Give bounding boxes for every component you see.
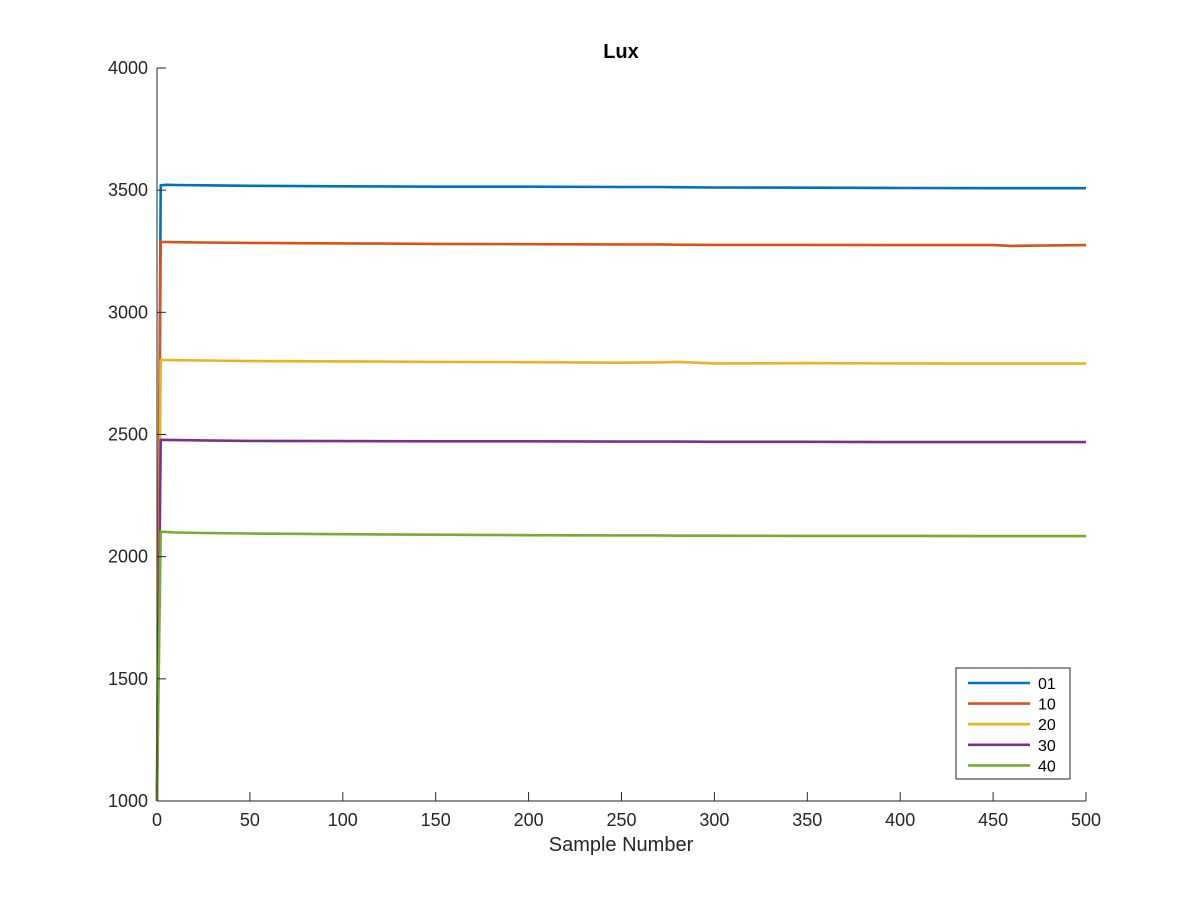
series-line-40	[155, 530, 1086, 802]
series-layer	[155, 183, 1087, 802]
series-line-10	[155, 240, 1087, 802]
legend-label-01: 01	[1038, 676, 1056, 693]
x-tick-label: 150	[421, 810, 451, 830]
legend-label-10: 10	[1038, 697, 1056, 714]
legend: 01 10 20 30 40	[955, 667, 1071, 780]
y-tick-label: 2500	[108, 425, 148, 445]
x-tick-label: 100	[328, 810, 358, 830]
series-line-01	[155, 183, 1086, 802]
y-tick-label: 3500	[108, 180, 148, 200]
legend-label-40: 40	[1038, 758, 1056, 775]
x-tick-label: 450	[978, 810, 1008, 830]
y-tick-label: 1500	[108, 669, 148, 689]
legend-label-30: 30	[1038, 738, 1056, 755]
axes-layer: 0 50 100 150 200 250 300 350 400 450 500 1000 1500 20…	[108, 58, 1101, 830]
y-tick-label: 3000	[108, 302, 148, 322]
series-line-30	[155, 438, 1086, 802]
y-tick-label: 2000	[108, 547, 148, 567]
x-tick-label: 350	[792, 810, 822, 830]
x-tick-label: 50	[240, 810, 260, 830]
x-tick-label: 300	[699, 810, 729, 830]
y-tick-label: 4000	[108, 58, 148, 78]
x-tick-label: 250	[606, 810, 636, 830]
x-tick-label: 200	[514, 810, 544, 830]
chart-title: Lux	[603, 41, 639, 63]
series-line-20	[155, 358, 1086, 802]
x-tick-label: 500	[1071, 810, 1101, 830]
x-tick-label: 400	[885, 810, 915, 830]
y-tick-label: 1000	[108, 791, 148, 811]
legend-label-20: 20	[1038, 717, 1056, 734]
x-axis-title: Sample Number	[549, 834, 694, 856]
x-tick-label: 0	[152, 810, 162, 830]
